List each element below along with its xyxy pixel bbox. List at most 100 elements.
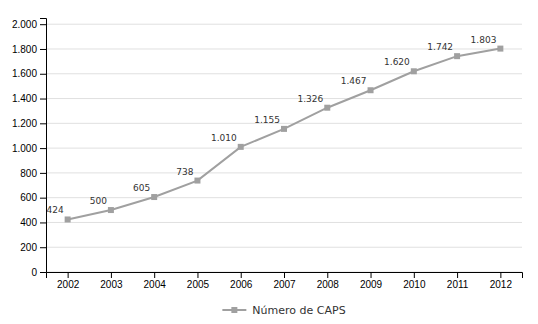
tick-label: 2011	[447, 279, 469, 290]
grid-line	[46, 24, 522, 25]
legend-label: Número de CAPS	[252, 304, 345, 317]
tick-mark	[414, 272, 415, 278]
marks	[65, 46, 504, 223]
tick-mark	[40, 24, 46, 25]
tick: 2012	[490, 272, 513, 290]
tick-mark	[40, 222, 46, 223]
marker	[497, 46, 503, 52]
tick-label: 200	[20, 242, 37, 253]
grid-line	[46, 172, 522, 173]
x-axis: 2002 2003 2004 2005 2006 2007 2008 2009 2010 2011…	[47, 272, 523, 290]
data-label: 500	[90, 196, 107, 206]
tick-label: 2010	[403, 279, 426, 290]
tick-mark	[457, 272, 458, 278]
tick: 1.400	[12, 93, 46, 104]
data-label: 1.155	[254, 115, 280, 125]
tick: 1.000	[12, 143, 46, 154]
tick: 2006	[230, 272, 253, 290]
tick: 2009	[360, 272, 383, 290]
tick-label: 600	[20, 192, 37, 203]
grid	[46, 24, 522, 272]
marker	[368, 87, 374, 93]
tick-label: 2003	[100, 279, 123, 290]
tick: 2011	[447, 272, 469, 290]
tick: 200	[20, 242, 46, 253]
tick-label: 2002	[57, 279, 80, 290]
y-axis: 0 200 400 600 800 1.000 1.200 1.400 1.600 1.800 2.…	[12, 19, 47, 278]
data-label: 1.742	[427, 42, 453, 52]
tick-mark	[111, 272, 112, 278]
data-label: 605	[133, 183, 150, 193]
tick-label: 1.200	[12, 118, 37, 129]
tick-label: 0	[31, 267, 37, 278]
line	[68, 49, 501, 220]
tick: 0	[31, 267, 46, 278]
tick: 2007	[273, 272, 296, 290]
tick-mark	[197, 272, 198, 278]
axis-line	[47, 273, 523, 279]
grid-line	[46, 247, 522, 248]
grid-line	[46, 222, 522, 223]
axis-line	[40, 19, 47, 273]
tick: 2004	[144, 272, 167, 290]
marker	[324, 105, 330, 111]
tick-mark	[154, 272, 155, 278]
tick: 1.800	[12, 44, 46, 55]
tick-label: 2.000	[12, 19, 37, 30]
legend: Número de CAPS	[222, 304, 345, 317]
tick-mark	[241, 272, 242, 278]
tick-mark	[40, 272, 46, 273]
grid-line	[46, 73, 522, 74]
tick: 400	[20, 217, 46, 228]
tick: 800	[20, 168, 46, 179]
tick-label: 1.800	[12, 44, 37, 55]
tick-label: 2007	[273, 279, 296, 290]
data-label: 1.803	[471, 35, 497, 45]
tick-label: 2008	[317, 279, 340, 290]
tick-mark	[40, 198, 46, 199]
grid-line	[46, 197, 522, 198]
tick: 2003	[100, 272, 123, 290]
tick-mark	[500, 272, 501, 278]
grid-line	[46, 98, 522, 99]
tick: 1.200	[12, 118, 46, 129]
marker	[281, 126, 287, 132]
data-label: 1.620	[384, 57, 410, 67]
data-label: 424	[46, 205, 63, 215]
marker	[108, 207, 114, 213]
tick-mark	[40, 99, 46, 100]
tick: 600	[20, 192, 46, 203]
tick-mark	[40, 74, 46, 75]
tick-mark	[40, 173, 46, 174]
tick-label: 800	[20, 168, 37, 179]
chart: 2002 2003 2004 2005 2006 2007 2008 2009 2010 2011…	[0, 0, 538, 324]
tick-label: 1.000	[12, 143, 37, 154]
tick-label: 400	[20, 217, 37, 228]
tick-label: 1.400	[12, 93, 37, 104]
tick: 2010	[403, 272, 426, 290]
tick: 2.000	[12, 19, 46, 30]
tick-label: 2004	[144, 279, 167, 290]
tick: 2005	[187, 272, 210, 290]
marker	[151, 194, 157, 200]
grid-line	[46, 123, 522, 124]
tick-mark	[327, 272, 328, 278]
marker	[238, 144, 244, 150]
data-label: 1.010	[211, 133, 237, 143]
tick-mark	[284, 272, 285, 278]
tick-label: 2009	[360, 279, 383, 290]
data-label: 738	[176, 167, 193, 177]
tick-label: 2006	[230, 279, 253, 290]
tick-mark	[68, 272, 69, 278]
plot: 2002 2003 2004 2005 2006 2007 2008 2009 2010 2011…	[12, 19, 523, 291]
marker	[65, 216, 71, 222]
marker	[411, 68, 417, 74]
tick-mark	[40, 148, 46, 149]
tick-label: 1.600	[12, 68, 37, 79]
tick: 2008	[317, 272, 340, 290]
grid-line	[46, 148, 522, 149]
data-label: 1.467	[341, 76, 367, 86]
legend-item: Número de CAPS	[222, 304, 345, 317]
legend-marker	[231, 307, 237, 313]
marker	[194, 178, 200, 184]
